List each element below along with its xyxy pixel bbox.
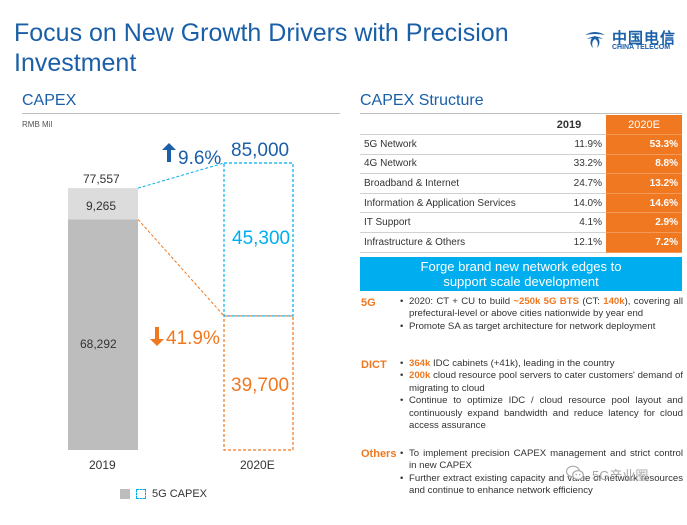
logo-text-en: CHINA TELECOM [612, 44, 671, 51]
other-2019-label: 68,292 [80, 337, 117, 351]
bar-2020-other [223, 315, 294, 451]
list-item: Further extract existing capacity and va… [400, 473, 683, 498]
china-telecom-logo: 中国电信 CHINA TELECOM [582, 26, 682, 56]
bar-2019-other [68, 219, 138, 450]
row-2019: 12.1% [532, 232, 606, 253]
capex-unit-label: RMB Mil [22, 120, 53, 129]
category-others: Others [361, 448, 397, 460]
category-dict: DICT [361, 359, 387, 371]
row-2019: 24.7% [532, 173, 606, 194]
structure-heading: CAPEX Structure [360, 92, 484, 109]
legend-label: 5G CAPEX [152, 488, 208, 500]
forge-banner-line2: support scale development [443, 274, 599, 289]
row-2019: 33.2% [532, 154, 606, 175]
capex-heading-rule [22, 113, 340, 114]
year-2020-label: 2020E [240, 458, 275, 472]
table-header-row: 2019 2020E [360, 115, 682, 136]
growth-other-label: 41.9% [166, 328, 220, 349]
table-header-name [360, 115, 532, 136]
list-others: To implement precision CAPEX management … [400, 448, 683, 498]
china-telecom-logo-icon [585, 32, 605, 48]
table-header-2020: 2020E [606, 115, 682, 136]
row-2020: 2.9% [606, 212, 682, 234]
capex-heading: CAPEX [22, 92, 77, 109]
list-item: Promote SA as target architecture for ne… [400, 321, 683, 334]
row-2020: 53.3% [606, 134, 682, 155]
list-dict: 364k IDC cabinets (+41k), leading in the… [400, 358, 683, 432]
forge-banner-line1: Forge brand new network edges to [420, 259, 622, 274]
total-2019-label: 77,557 [83, 172, 120, 186]
legend-swatch-gray [120, 489, 130, 499]
row-2020: 13.2% [606, 173, 682, 194]
forge-banner: Forge brand new network edges to support… [360, 257, 682, 291]
row-name: Broadband & Internet [360, 173, 532, 194]
table-row: Information & Application Services 14.0%… [360, 193, 682, 214]
list-5g: 2020: CT + CU to build ~250k 5G BTS (CT:… [400, 296, 683, 334]
list-item: 364k IDC cabinets (+41k), leading in the… [400, 358, 683, 371]
table-row: 5G Network 11.9% 53.3% [360, 134, 682, 155]
row-2020: 7.2% [606, 232, 682, 253]
table-header-2019: 2019 [532, 115, 606, 136]
list-item: To implement precision CAPEX management … [400, 448, 683, 473]
category-5g: 5G [361, 297, 376, 309]
row-2020: 8.8% [606, 154, 682, 175]
row-2019: 11.9% [532, 134, 606, 155]
logo-text-cn: 中国电信 [612, 30, 677, 47]
structure-heading-rule [360, 113, 682, 114]
row-2020: 14.6% [606, 193, 682, 214]
watermark-text: 5G产业圈 [592, 468, 649, 483]
page-title-line2: Investment [14, 49, 137, 77]
arrow-down-icon [150, 327, 164, 346]
row-name: Information & Application Services [360, 193, 532, 214]
page-title: Focus on New Growth Drivers with Precisi… [14, 18, 534, 78]
list-item: 200k cloud resource pool servers to cate… [400, 370, 683, 395]
row-2019: 4.1% [532, 212, 606, 234]
capex-structure-table: 2019 2020E 5G Network 11.9% 53.3% 4G Net… [360, 115, 682, 253]
row-name: 4G Network [360, 154, 532, 175]
other-2020-label: 39,700 [231, 375, 290, 396]
list-item: 2020: CT + CU to build ~250k 5G BTS (CT:… [400, 296, 683, 321]
page-title-line1: Focus on New Growth Drivers with Precisi… [14, 19, 509, 47]
table-row: IT Support 4.1% 2.9% [360, 212, 682, 234]
row-name: Infrastructure & Others [360, 232, 532, 253]
row-name: 5G Network [360, 134, 532, 155]
bar-2019-5g [68, 188, 138, 220]
connector-other-line [137, 219, 225, 317]
table-row: 4G Network 33.2% 8.8% [360, 154, 682, 175]
growth-total-label: 9.6% [178, 148, 222, 169]
year-2019-label: 2019 [89, 458, 116, 472]
row-name: IT Support [360, 212, 532, 234]
legend-swatch-dashed [136, 489, 146, 499]
row-2019: 14.0% [532, 193, 606, 214]
list-item: Continue to optimize IDC / cloud resourc… [400, 395, 683, 432]
fiveg-2020-label: 45,300 [232, 228, 291, 249]
wechat-icon [566, 465, 584, 481]
fiveg-2019-label: 9,265 [86, 199, 117, 213]
arrow-up-icon [162, 143, 176, 162]
table-row: Infrastructure & Others 12.1% 7.2% [360, 232, 682, 253]
table-row: Broadband & Internet 24.7% 13.2% [360, 173, 682, 194]
total-2020-label: 85,000 [231, 140, 290, 161]
bar-2020-5g [223, 162, 294, 317]
